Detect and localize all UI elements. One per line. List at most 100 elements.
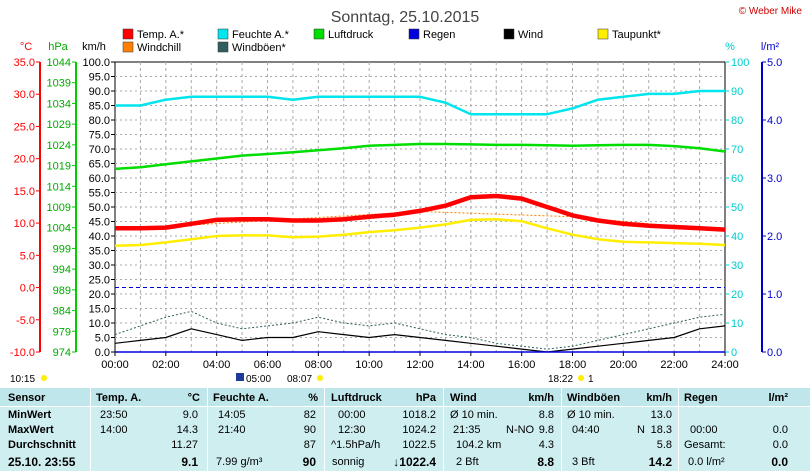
x-tick-label: 24:00: [711, 359, 739, 371]
humidity-tick-label: 100: [731, 57, 749, 69]
x-tick-label: 14:00: [457, 359, 485, 371]
wind-tick-label: 40.0: [89, 231, 110, 243]
humidity-unit-label: %: [725, 41, 735, 53]
wind-tick-label: 25.0: [89, 275, 110, 287]
wind-beaufort: 2 Bft: [456, 456, 479, 468]
humidity-tick-label: 50: [731, 202, 743, 214]
humidity-tick-label: 60: [731, 173, 743, 185]
x-tick-label: 00:00: [101, 359, 129, 371]
column-divider: [443, 388, 444, 471]
temp-max-time: 14:00: [100, 424, 128, 436]
x-tick-label: 04:00: [203, 359, 231, 371]
moon-icon: [578, 375, 584, 381]
abs-humidity: 7.99 g/m³: [216, 456, 263, 468]
wind-tick-label: 30.0: [89, 260, 110, 272]
temp-tick-label: 10.0: [14, 218, 35, 230]
press-max: 1024.2: [402, 424, 436, 436]
temp-avg: 11.27: [171, 439, 198, 451]
wind-tick-label: 65.0: [89, 159, 110, 171]
weather-chart: Sonntag, 25.10.2015 © Weber Mike Temp. A…: [10, 6, 803, 385]
hum-max-time: 21:40: [218, 424, 246, 436]
rain-tick-label: 4.0: [767, 115, 782, 127]
x-tick-label: 02:00: [152, 359, 180, 371]
header-gust-unit: km/h: [646, 392, 672, 404]
temp-tick-label: 35.0: [14, 57, 35, 69]
wind-current: 8.8: [537, 455, 554, 469]
legend-label: Temp. A.*: [137, 29, 185, 41]
wind-tick-label: 5.0: [95, 333, 110, 345]
temp-unit-label: °C: [20, 41, 32, 53]
pressure-tick-label: 1024: [47, 140, 71, 152]
temp-tick-label: -5.0: [16, 315, 35, 327]
legend-swatch: [217, 28, 229, 40]
temp-tick-label: 0.0: [20, 283, 35, 295]
legend-label: Regen: [423, 29, 455, 41]
grid: [114, 61, 726, 353]
series-line: [114, 310, 726, 350]
temp-tick-label: 15.0: [14, 186, 35, 198]
left-axes: 35.0 30.0 25.0 20.0 15.0 10.0 5.0 0.0 -5.0 -10.0 1…: [10, 57, 115, 359]
row-label-avg: Durchschnitt: [8, 439, 76, 451]
column-divider: [324, 388, 325, 471]
axis-units: °C hPa km/h % l/m²: [20, 41, 780, 53]
row-divider: [0, 406, 810, 407]
humidity-tick-label: 30: [731, 260, 743, 272]
legend: Temp. A.* Feuchte A.* Luftdruck Regen Wind Ta…: [122, 28, 662, 54]
x-tick-label: 16:00: [508, 359, 536, 371]
wind-max-time: 21:35: [453, 424, 481, 436]
pressure-tick-label: 1044: [47, 57, 71, 69]
pressure-tick-label: 1004: [47, 223, 71, 235]
wind-tick-label: 85.0: [89, 101, 110, 113]
legend-swatch: [122, 41, 134, 53]
wind-tick-label: 70.0: [89, 144, 110, 156]
rain-tick-label: 1.0: [767, 289, 782, 301]
row-label-min: MinWert: [8, 409, 52, 421]
x-tick-label: 12:00: [406, 359, 434, 371]
sun-icon: [41, 375, 47, 381]
x-tick-label: 08:00: [305, 359, 333, 371]
wind-max-dir: N-NO: [506, 424, 535, 436]
x-tick-label: 22:00: [660, 359, 688, 371]
row-label-max: MaxWert: [8, 424, 54, 436]
pressure-tick-label: 994: [53, 264, 71, 276]
header-gust: Windböen: [567, 392, 621, 404]
header-rain: Regen: [684, 392, 718, 404]
wind-tick-label: 90.0: [89, 86, 110, 98]
astro-markers: 10:15 05:00 08:07 18:22 1: [10, 373, 594, 385]
legend-label: Wind: [518, 29, 543, 41]
wind-tick-label: 50.0: [89, 202, 110, 214]
series-line: [114, 325, 726, 353]
rain-tick-label: 3.0: [767, 173, 782, 185]
press-current: ↓1022.4: [393, 455, 436, 469]
x-tick-label: 06:00: [254, 359, 282, 371]
legend-label: Windchill: [137, 42, 181, 54]
header-wind-unit: km/h: [528, 392, 554, 404]
pressure-tick-label: 1019: [47, 161, 71, 173]
gust-max: 18.3: [650, 424, 672, 436]
header-sensor: Sensor: [8, 392, 46, 404]
wind-unit-label: km/h: [82, 41, 106, 53]
rain-current: 0.0: [771, 455, 788, 469]
gust-max-time: 04:40: [572, 424, 600, 436]
wind-avg: 4.3: [538, 439, 554, 451]
temp-max: 14.3: [176, 424, 198, 436]
rain-max-time: 00:00: [690, 424, 718, 436]
gust-avg: 5.8: [656, 439, 672, 451]
wind-tick-label: 15.0: [89, 304, 110, 316]
series-line: [115, 89, 725, 116]
rain-tick-label: 2.0: [767, 231, 782, 243]
wind-tick-label: 45.0: [89, 217, 110, 229]
sunrise2-time: 08:07: [287, 374, 312, 385]
gust-min-label: Ø 10 min.: [567, 409, 615, 421]
legend-swatch: [503, 28, 515, 40]
humidity-tick-label: 90: [731, 86, 743, 98]
wind-tick-label: 35.0: [89, 246, 110, 258]
sunrise-icon: [236, 373, 244, 381]
wind-tick-label: 75.0: [89, 130, 110, 142]
gust-max-dir: N: [637, 424, 645, 436]
humidity-tick-label: 20: [731, 289, 743, 301]
row-label-current: 25.10. 23:55: [8, 455, 76, 469]
header-pressure-unit: hPa: [415, 392, 436, 404]
rain-tick-label: 0.0: [767, 347, 782, 359]
